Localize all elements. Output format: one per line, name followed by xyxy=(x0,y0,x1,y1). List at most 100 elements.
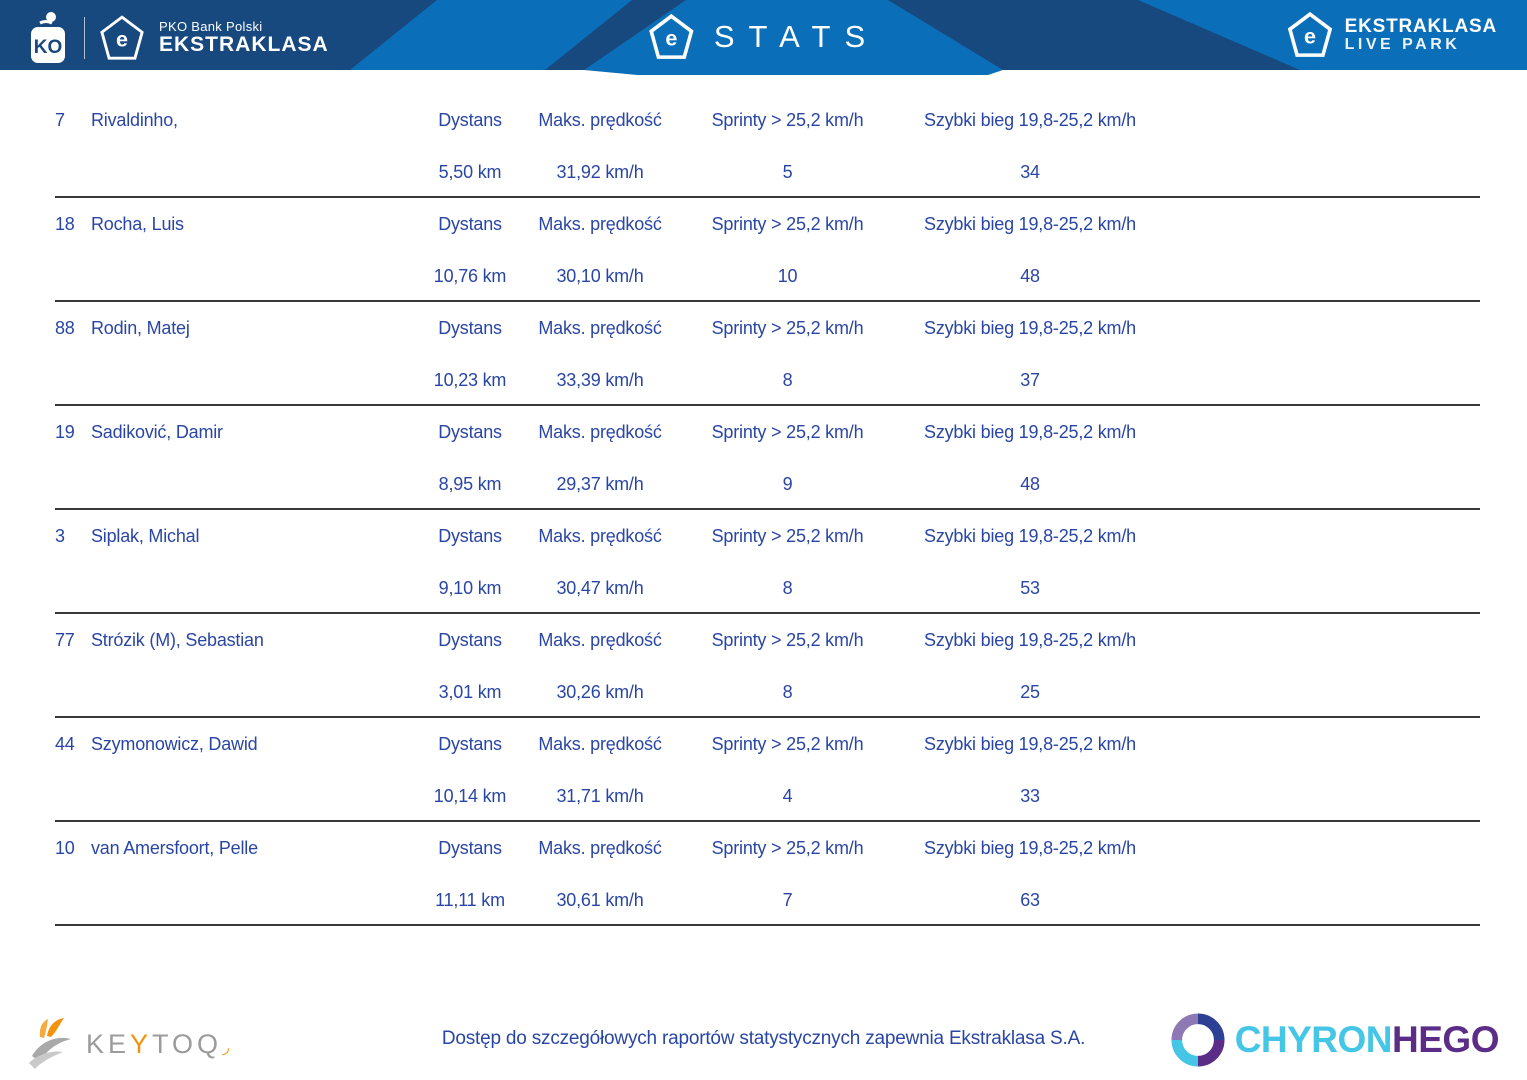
pko-ekstraklasa-brand: KO e PKO Bank Polski EKSTRAKLASA xyxy=(26,11,329,65)
value-sprinty: 10 xyxy=(777,265,798,286)
col-label-dystans: Dystans xyxy=(438,421,502,442)
player-cell: 18 Rocha, Luis xyxy=(55,214,405,235)
player-number: 19 xyxy=(55,421,75,442)
col-label-maks-predkosc: Maks. prędkość xyxy=(538,525,662,546)
player-cell: 3 Siplak, Michal xyxy=(55,526,405,547)
col-label-maks-predkosc: Maks. prędkość xyxy=(538,317,662,338)
chyron-text-part1: CHYRON xyxy=(1234,1019,1393,1060)
table-row: 7 Rivaldinho, Dystans Maks. prędkość Spr… xyxy=(55,94,1480,198)
value-dystans: 5,50 km xyxy=(438,161,502,182)
table-row: 18 Rocha, Luis Dystans Maks. prędkość Sp… xyxy=(55,198,1480,302)
keytoq-bird-icon xyxy=(29,1018,71,1069)
col-label-szybki-bieg: Szybki bieg 19,8-25,2 km/h xyxy=(924,837,1136,858)
col-label-szybki-bieg: Szybki bieg 19,8-25,2 km/h xyxy=(924,733,1136,754)
player-cell: 44 Szymonowicz, Dawid xyxy=(55,734,405,755)
keytoq-text-tail: ◞ xyxy=(222,1036,234,1057)
footer-note: Dostęp do szczegółowych raportów statyst… xyxy=(441,1028,1086,1049)
value-dystans: 10,76 km xyxy=(433,265,507,286)
col-label-dystans: Dystans xyxy=(438,213,502,234)
value-maks-predkosc: 29,37 km/h xyxy=(556,473,644,494)
chyronhego-logo: CHYRONHEGO xyxy=(1171,1013,1499,1067)
table-row: 10 van Amersfoort, Pelle Dystans Maks. p… xyxy=(55,822,1480,926)
col-label-szybki-bieg: Szybki bieg 19,8-25,2 km/h xyxy=(924,629,1136,650)
value-szybki-bieg: 34 xyxy=(1020,161,1040,182)
table-row: 44 Szymonowicz, Dawid Dystans Maks. pręd… xyxy=(55,718,1480,822)
value-sprinty: 7 xyxy=(782,889,793,910)
footer: KEYTOQ◞ Dostęp do szczegółowych raportów… xyxy=(0,995,1527,1080)
value-sprinty: 8 xyxy=(782,369,793,390)
player-number: 10 xyxy=(55,837,75,858)
value-szybki-bieg: 37 xyxy=(1020,369,1040,390)
player-name: Strózik (M), Sebastian xyxy=(91,629,264,650)
header-bar: KO e PKO Bank Polski EKSTRAKLASA e STATS… xyxy=(0,0,1527,78)
player-name: Szymonowicz, Dawid xyxy=(91,733,258,754)
value-sprinty: 5 xyxy=(782,161,793,182)
value-dystans: 3,01 km xyxy=(438,681,502,702)
col-label-sprinty: Sprinty > 25,2 km/h xyxy=(711,525,864,546)
player-name: Rodin, Matej xyxy=(91,317,190,338)
col-label-sprinty: Sprinty > 25,2 km/h xyxy=(711,109,864,130)
player-cell: 88 Rodin, Matej xyxy=(55,318,405,339)
value-maks-predkosc: 30,61 km/h xyxy=(556,889,644,910)
table-row: 19 Sadiković, Damir Dystans Maks. prędko… xyxy=(55,406,1480,510)
col-label-dystans: Dystans xyxy=(438,733,502,754)
keytoq-text-suffix: TOQ xyxy=(152,1028,223,1059)
value-szybki-bieg: 53 xyxy=(1020,577,1040,598)
value-sprinty: 8 xyxy=(782,681,793,702)
col-label-maks-predkosc: Maks. prędkość xyxy=(538,837,662,858)
value-szybki-bieg: 48 xyxy=(1020,473,1040,494)
keytoq-text-accent: Y xyxy=(130,1028,153,1059)
value-szybki-bieg: 48 xyxy=(1020,265,1040,286)
col-label-dystans: Dystans xyxy=(438,317,502,338)
col-label-szybki-bieg: Szybki bieg 19,8-25,2 km/h xyxy=(924,213,1136,234)
value-maks-predkosc: 30,26 km/h xyxy=(556,681,644,702)
col-label-sprinty: Sprinty > 25,2 km/h xyxy=(711,837,864,858)
col-label-maks-predkosc: Maks. prędkość xyxy=(538,421,662,442)
stats-table: 7 Rivaldinho, Dystans Maks. prędkość Spr… xyxy=(55,94,1480,926)
header-background xyxy=(0,0,1527,75)
value-dystans: 11,11 km xyxy=(435,889,505,910)
player-number: 18 xyxy=(55,213,75,234)
player-name: Siplak, Michal xyxy=(91,525,200,546)
value-szybki-bieg: 63 xyxy=(1020,889,1040,910)
col-label-maks-predkosc: Maks. prędkość xyxy=(538,733,662,754)
stats-header: e STATS xyxy=(648,13,879,61)
col-label-dystans: Dystans xyxy=(438,629,502,650)
player-name: Rivaldinho, xyxy=(91,109,178,130)
player-name: Rocha, Luis xyxy=(91,213,184,234)
value-sprinty: 9 xyxy=(782,473,793,494)
chyronhego-ring-icon xyxy=(1171,1013,1225,1067)
svg-text:e: e xyxy=(665,26,677,51)
pko-brand-bottom-label: EKSTRAKLASA xyxy=(159,32,329,56)
stats-crest-icon: e xyxy=(648,13,694,59)
col-label-maks-predkosc: Maks. prędkość xyxy=(538,109,662,130)
ekstraklasa-crest-icon: e xyxy=(100,15,144,60)
livepark-brand: e EKSTRAKLASA LIVE PARK xyxy=(1287,11,1497,59)
value-maks-predkosc: 31,71 km/h xyxy=(556,785,644,806)
player-name: Sadiković, Damir xyxy=(91,421,223,442)
player-number: 44 xyxy=(55,733,75,754)
player-number: 77 xyxy=(55,629,75,650)
col-label-szybki-bieg: Szybki bieg 19,8-25,2 km/h xyxy=(924,421,1136,442)
player-cell: 10 van Amersfoort, Pelle xyxy=(55,838,405,859)
value-szybki-bieg: 33 xyxy=(1020,785,1040,806)
value-maks-predkosc: 33,39 km/h xyxy=(556,369,644,390)
value-dystans: 9,10 km xyxy=(438,577,502,598)
player-number: 88 xyxy=(55,317,75,338)
chyron-text-part2: HEGO xyxy=(1392,1019,1499,1060)
keytoq-logo: KEYTOQ◞ xyxy=(26,1016,233,1072)
col-label-maks-predkosc: Maks. prędkość xyxy=(538,213,662,234)
livepark-line2-label: LIVE PARK xyxy=(1344,35,1461,53)
player-cell: 19 Sadiković, Damir xyxy=(55,422,405,443)
col-label-szybki-bieg: Szybki bieg 19,8-25,2 km/h xyxy=(924,317,1136,338)
keytoq-text-prefix: KE xyxy=(86,1028,131,1059)
col-label-sprinty: Sprinty > 25,2 km/h xyxy=(711,213,864,234)
player-cell: 77 Strózik (M), Sebastian xyxy=(55,630,405,651)
svg-text:e: e xyxy=(116,27,128,52)
pko-brand-top-label: PKO Bank Polski xyxy=(159,19,263,35)
player-cell: 7 Rivaldinho, xyxy=(55,110,405,131)
table-row: 88 Rodin, Matej Dystans Maks. prędkość S… xyxy=(55,302,1480,406)
livepark-crest-icon: e xyxy=(1287,11,1332,57)
svg-text:KO: KO xyxy=(34,37,63,58)
value-maks-predkosc: 30,47 km/h xyxy=(556,577,644,598)
